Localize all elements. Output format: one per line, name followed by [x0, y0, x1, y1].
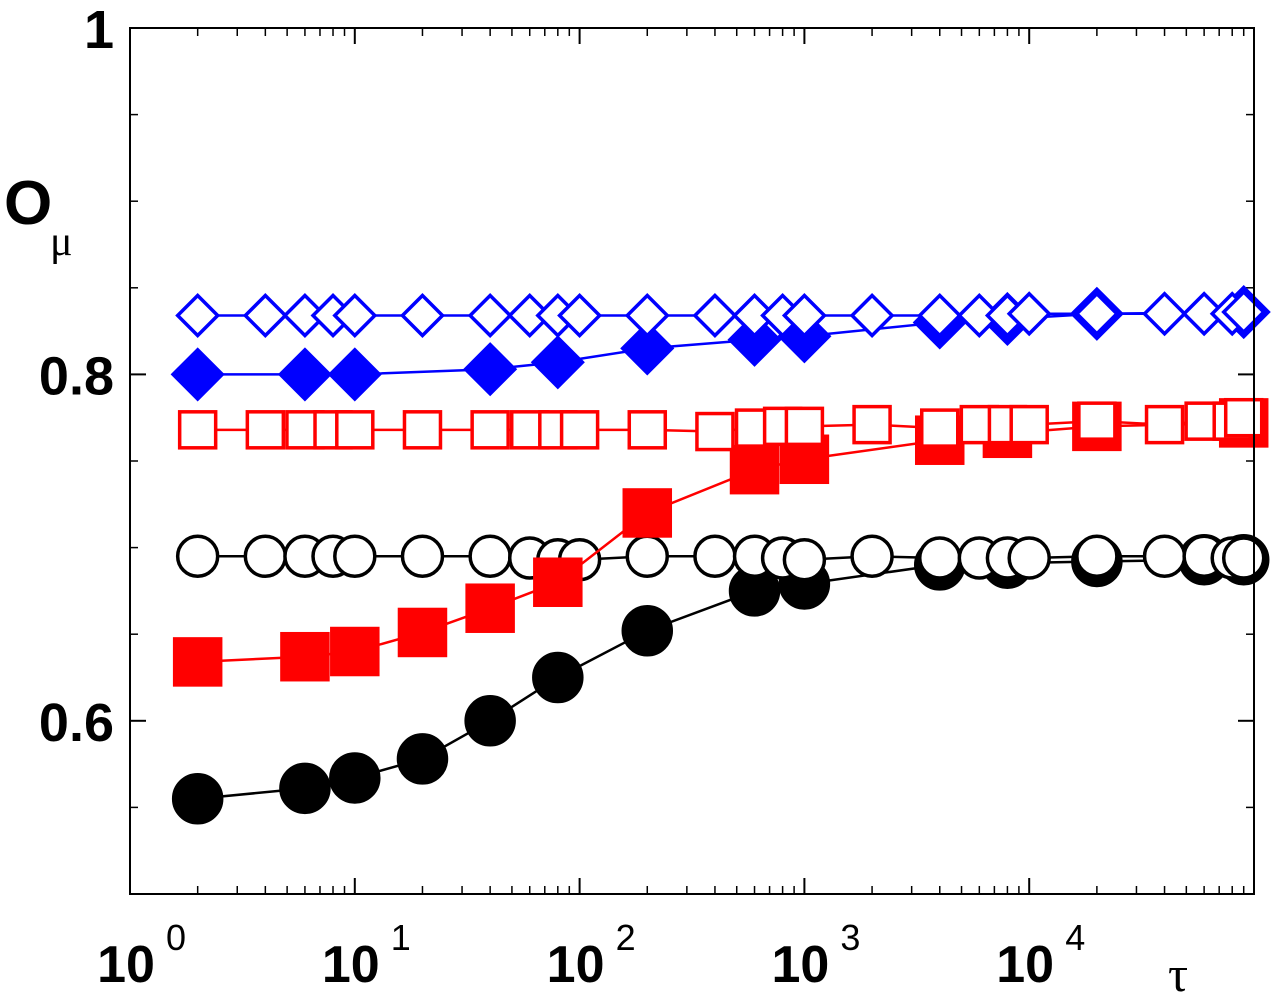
data-point — [1223, 397, 1264, 438]
data-point — [624, 293, 670, 338]
data-point — [622, 488, 673, 538]
data-point — [277, 347, 332, 402]
data-point — [727, 312, 782, 367]
data-point — [335, 410, 375, 450]
data-point — [467, 293, 513, 338]
data-point — [172, 637, 223, 687]
data-point — [693, 534, 737, 579]
data-point — [729, 444, 780, 495]
x-tick-exponent: 2 — [616, 917, 636, 958]
data-point — [1077, 401, 1117, 441]
data-point — [917, 536, 962, 580]
x-tick-label: 10 — [996, 936, 1054, 994]
x-tick-label: 10 — [547, 936, 605, 994]
series-square-open — [177, 397, 1264, 452]
data-point — [1142, 534, 1187, 579]
series-circle-filled — [171, 533, 1270, 825]
data-point — [330, 626, 380, 677]
data-point — [532, 651, 584, 704]
data-point — [1074, 291, 1120, 337]
x-tick-label: 10 — [322, 936, 380, 994]
series-circle-open — [175, 534, 1266, 582]
data-point — [557, 293, 603, 338]
data-point — [627, 410, 668, 450]
data-point — [470, 410, 510, 450]
data-point — [279, 762, 331, 815]
data-point — [621, 604, 674, 657]
data-point — [464, 695, 516, 747]
data-point — [175, 293, 221, 338]
data-point — [919, 408, 960, 448]
data-point — [850, 534, 894, 579]
data-point — [530, 335, 585, 390]
data-point — [1075, 534, 1119, 579]
x-tick-exponent: 0 — [166, 917, 186, 958]
tick-labels: 10 0 10 1 10 2 10 3 10 4 0.6 0.8 1 — [39, 0, 1085, 994]
data-point — [625, 534, 670, 579]
x-tick-label: 10 — [97, 936, 155, 994]
data-point — [559, 410, 600, 450]
data-point — [468, 534, 512, 579]
series-diamond-open — [175, 289, 1267, 338]
y-tick-label: 0.6 — [39, 693, 114, 753]
x-tick-exponent: 4 — [1065, 917, 1085, 958]
data-point — [175, 534, 220, 579]
data-point — [333, 534, 377, 579]
data-point — [1006, 291, 1052, 337]
data-point — [620, 321, 675, 376]
data-point — [327, 347, 382, 402]
data-point — [782, 537, 827, 582]
data-point — [397, 607, 448, 658]
x-axis-label: τ — [1168, 946, 1189, 1002]
data-point — [1009, 404, 1049, 445]
data-point — [243, 534, 288, 579]
plot-frame — [129, 27, 1255, 895]
data-point — [177, 410, 218, 450]
y-axis-label: O — [4, 169, 53, 238]
data-point — [280, 631, 330, 682]
data-point — [171, 772, 224, 825]
data-point — [170, 347, 225, 402]
data-point — [849, 293, 895, 338]
data-point — [245, 410, 286, 450]
data-point — [1144, 404, 1185, 445]
data-point — [396, 733, 449, 785]
series-layer — [170, 284, 1271, 825]
x-tick-label: 10 — [771, 936, 829, 994]
data-point — [242, 293, 288, 338]
data-point — [695, 411, 735, 452]
data-point — [465, 583, 515, 633]
data-point — [852, 404, 892, 445]
data-point — [781, 293, 827, 338]
data-point — [533, 557, 583, 607]
data-point — [402, 410, 443, 450]
data-point — [463, 342, 518, 397]
data-point — [917, 293, 963, 338]
data-point — [329, 752, 381, 804]
data-point — [1007, 536, 1051, 580]
y-tick-label: 1 — [84, 0, 114, 60]
data-point — [1142, 291, 1188, 337]
data-point — [692, 293, 738, 338]
y-axis-label-subscript: μ — [50, 219, 73, 265]
x-tick-exponent: 3 — [840, 917, 860, 958]
data-point — [1221, 536, 1266, 580]
data-point — [784, 406, 825, 447]
data-point — [399, 293, 445, 338]
data-point — [400, 534, 445, 579]
data-point — [332, 293, 378, 338]
y-tick-label: 0.8 — [39, 346, 114, 406]
x-tick-exponent: 1 — [391, 917, 411, 958]
